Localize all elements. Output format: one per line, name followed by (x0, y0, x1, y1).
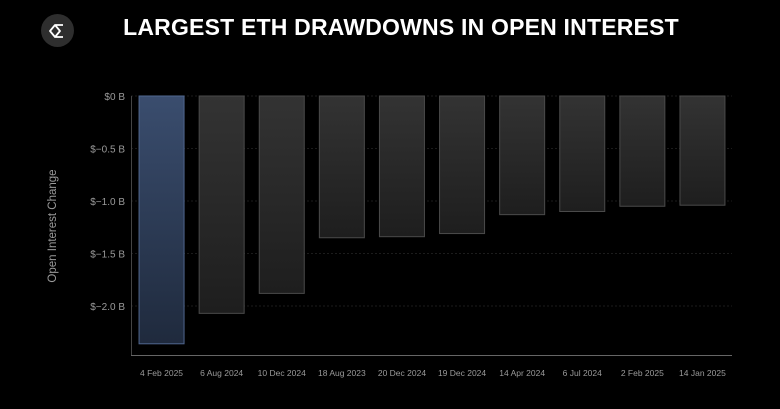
x-tick-label: 6 Jul 2024 (563, 368, 602, 378)
brand-logo (41, 14, 74, 47)
chart-title: LARGEST ETH DRAWDOWNS IN OPEN INTEREST (123, 14, 679, 40)
x-tick-label: 6 Aug 2024 (200, 368, 243, 378)
bar-6-aug-2024 (198, 95, 245, 314)
bar-10-dec-2024 (258, 95, 305, 294)
x-tick-label: 10 Dec 2024 (258, 368, 306, 378)
x-tick-label: 4 Feb 2025 (140, 368, 183, 378)
sigma-logo-icon (48, 23, 63, 38)
y-axis-label: Open Interest Change (47, 169, 59, 282)
x-tick-label: 2 Feb 2025 (621, 368, 664, 378)
x-tick-label: 18 Aug 2023 (318, 368, 366, 378)
bar-19-dec-2024 (439, 95, 486, 235)
bar-2-feb-2025 (619, 95, 666, 207)
x-tick-label: 14 Apr 2024 (499, 368, 545, 378)
y-tick-label: $−0.5 B (90, 145, 125, 156)
x-tick-label: 14 Jan 2025 (679, 368, 726, 378)
y-tick-label: $−1.0 B (90, 197, 125, 208)
bar-6-jul-2024 (559, 95, 606, 212)
bar-20-dec-2024 (378, 95, 425, 238)
x-tick-label: 19 Dec 2024 (438, 368, 486, 378)
bar-14-jan-2025 (679, 95, 726, 206)
y-tick-label: $−2.0 B (90, 302, 125, 313)
y-tick-label: $0 B (104, 92, 125, 103)
bar-14-apr-2024 (499, 95, 546, 216)
bar-4-feb-2025 (138, 95, 185, 345)
y-tick-label: $−1.5 B (90, 250, 125, 261)
bar-18-aug-2023 (318, 95, 365, 239)
x-tick-label: 20 Dec 2024 (378, 368, 426, 378)
